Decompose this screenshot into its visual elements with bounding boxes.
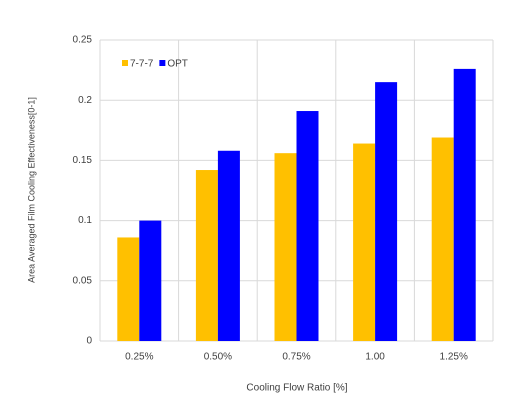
bar xyxy=(139,220,162,341)
bar xyxy=(217,150,240,341)
legend-swatch xyxy=(122,60,128,66)
y-axis-label: Area Averaged Film Cooling Effectiveness… xyxy=(26,97,36,283)
bar xyxy=(296,111,319,341)
legend-label: OPT xyxy=(167,59,188,70)
bar xyxy=(195,170,218,341)
x-tick-label: 0.75% xyxy=(282,352,310,363)
bar xyxy=(274,153,297,341)
bar xyxy=(375,82,398,341)
y-tick-label: 0.05 xyxy=(73,275,93,286)
legend-swatch xyxy=(159,60,166,66)
y-tick-label: 0 xyxy=(86,336,92,347)
legend-label: 7-7-7 xyxy=(130,59,154,70)
bar xyxy=(431,137,454,341)
bar xyxy=(117,237,140,341)
y-tick-label: 0.25 xyxy=(73,35,93,46)
x-tick-label: 1.00 xyxy=(365,352,385,363)
x-tick-label: 1.25% xyxy=(440,352,468,363)
bar xyxy=(453,68,476,342)
x-tick-label: 0.50% xyxy=(204,352,232,363)
y-tick-label: 0.15 xyxy=(73,155,93,166)
y-tick-label: 0.2 xyxy=(78,95,92,106)
x-tick-label: 0.25% xyxy=(125,352,153,363)
x-axis-label: Cooling Flow Ratio [%] xyxy=(246,383,347,394)
y-tick-label: 0.1 xyxy=(78,215,92,226)
bar xyxy=(353,143,376,341)
